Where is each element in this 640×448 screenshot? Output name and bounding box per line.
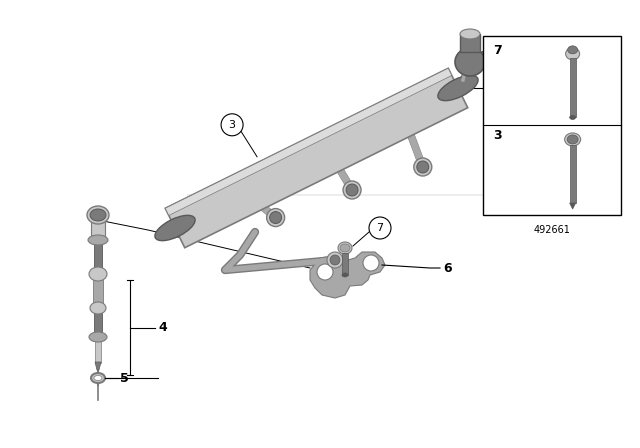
Circle shape	[363, 255, 379, 271]
Circle shape	[327, 252, 343, 268]
Ellipse shape	[564, 133, 580, 146]
Bar	[93, 280, 103, 308]
Ellipse shape	[340, 244, 350, 252]
Text: 7: 7	[493, 44, 502, 57]
Bar	[94, 244, 102, 274]
Ellipse shape	[455, 48, 485, 76]
Circle shape	[269, 211, 282, 224]
Text: 1: 1	[578, 135, 587, 148]
Text: 5: 5	[120, 371, 129, 384]
Text: 3: 3	[493, 129, 502, 142]
Text: 4: 4	[158, 321, 167, 334]
Polygon shape	[165, 68, 468, 248]
Ellipse shape	[90, 209, 106, 221]
Circle shape	[221, 114, 243, 136]
Polygon shape	[570, 203, 575, 209]
Ellipse shape	[438, 75, 478, 101]
Polygon shape	[310, 252, 385, 298]
Text: 7: 7	[376, 223, 383, 233]
Circle shape	[330, 255, 340, 265]
Ellipse shape	[342, 273, 348, 277]
Ellipse shape	[89, 332, 107, 342]
Circle shape	[417, 161, 429, 173]
Ellipse shape	[89, 267, 107, 281]
Ellipse shape	[88, 235, 108, 245]
Circle shape	[267, 209, 285, 227]
Ellipse shape	[568, 46, 578, 54]
Ellipse shape	[87, 206, 109, 224]
Ellipse shape	[94, 375, 102, 380]
Circle shape	[369, 217, 391, 239]
Circle shape	[414, 158, 432, 176]
Ellipse shape	[90, 302, 106, 314]
Ellipse shape	[91, 373, 105, 383]
Ellipse shape	[567, 135, 578, 144]
Bar	[570, 58, 575, 117]
Circle shape	[343, 181, 361, 199]
Ellipse shape	[460, 29, 480, 39]
Text: 3: 3	[228, 120, 236, 130]
Bar	[483, 36, 621, 215]
Ellipse shape	[570, 116, 575, 120]
Text: 6: 6	[443, 262, 452, 275]
Bar	[94, 313, 102, 338]
Bar	[91, 222, 105, 242]
Bar	[460, 34, 480, 52]
Bar	[342, 253, 348, 275]
Bar	[570, 146, 575, 203]
Ellipse shape	[338, 242, 352, 254]
Ellipse shape	[566, 48, 580, 60]
Polygon shape	[95, 362, 101, 370]
Circle shape	[317, 264, 333, 280]
Circle shape	[346, 184, 358, 196]
Text: 2: 2	[558, 35, 567, 48]
Bar	[95, 341, 101, 363]
Ellipse shape	[155, 215, 195, 241]
Text: 492661: 492661	[534, 225, 570, 235]
Polygon shape	[165, 68, 452, 215]
